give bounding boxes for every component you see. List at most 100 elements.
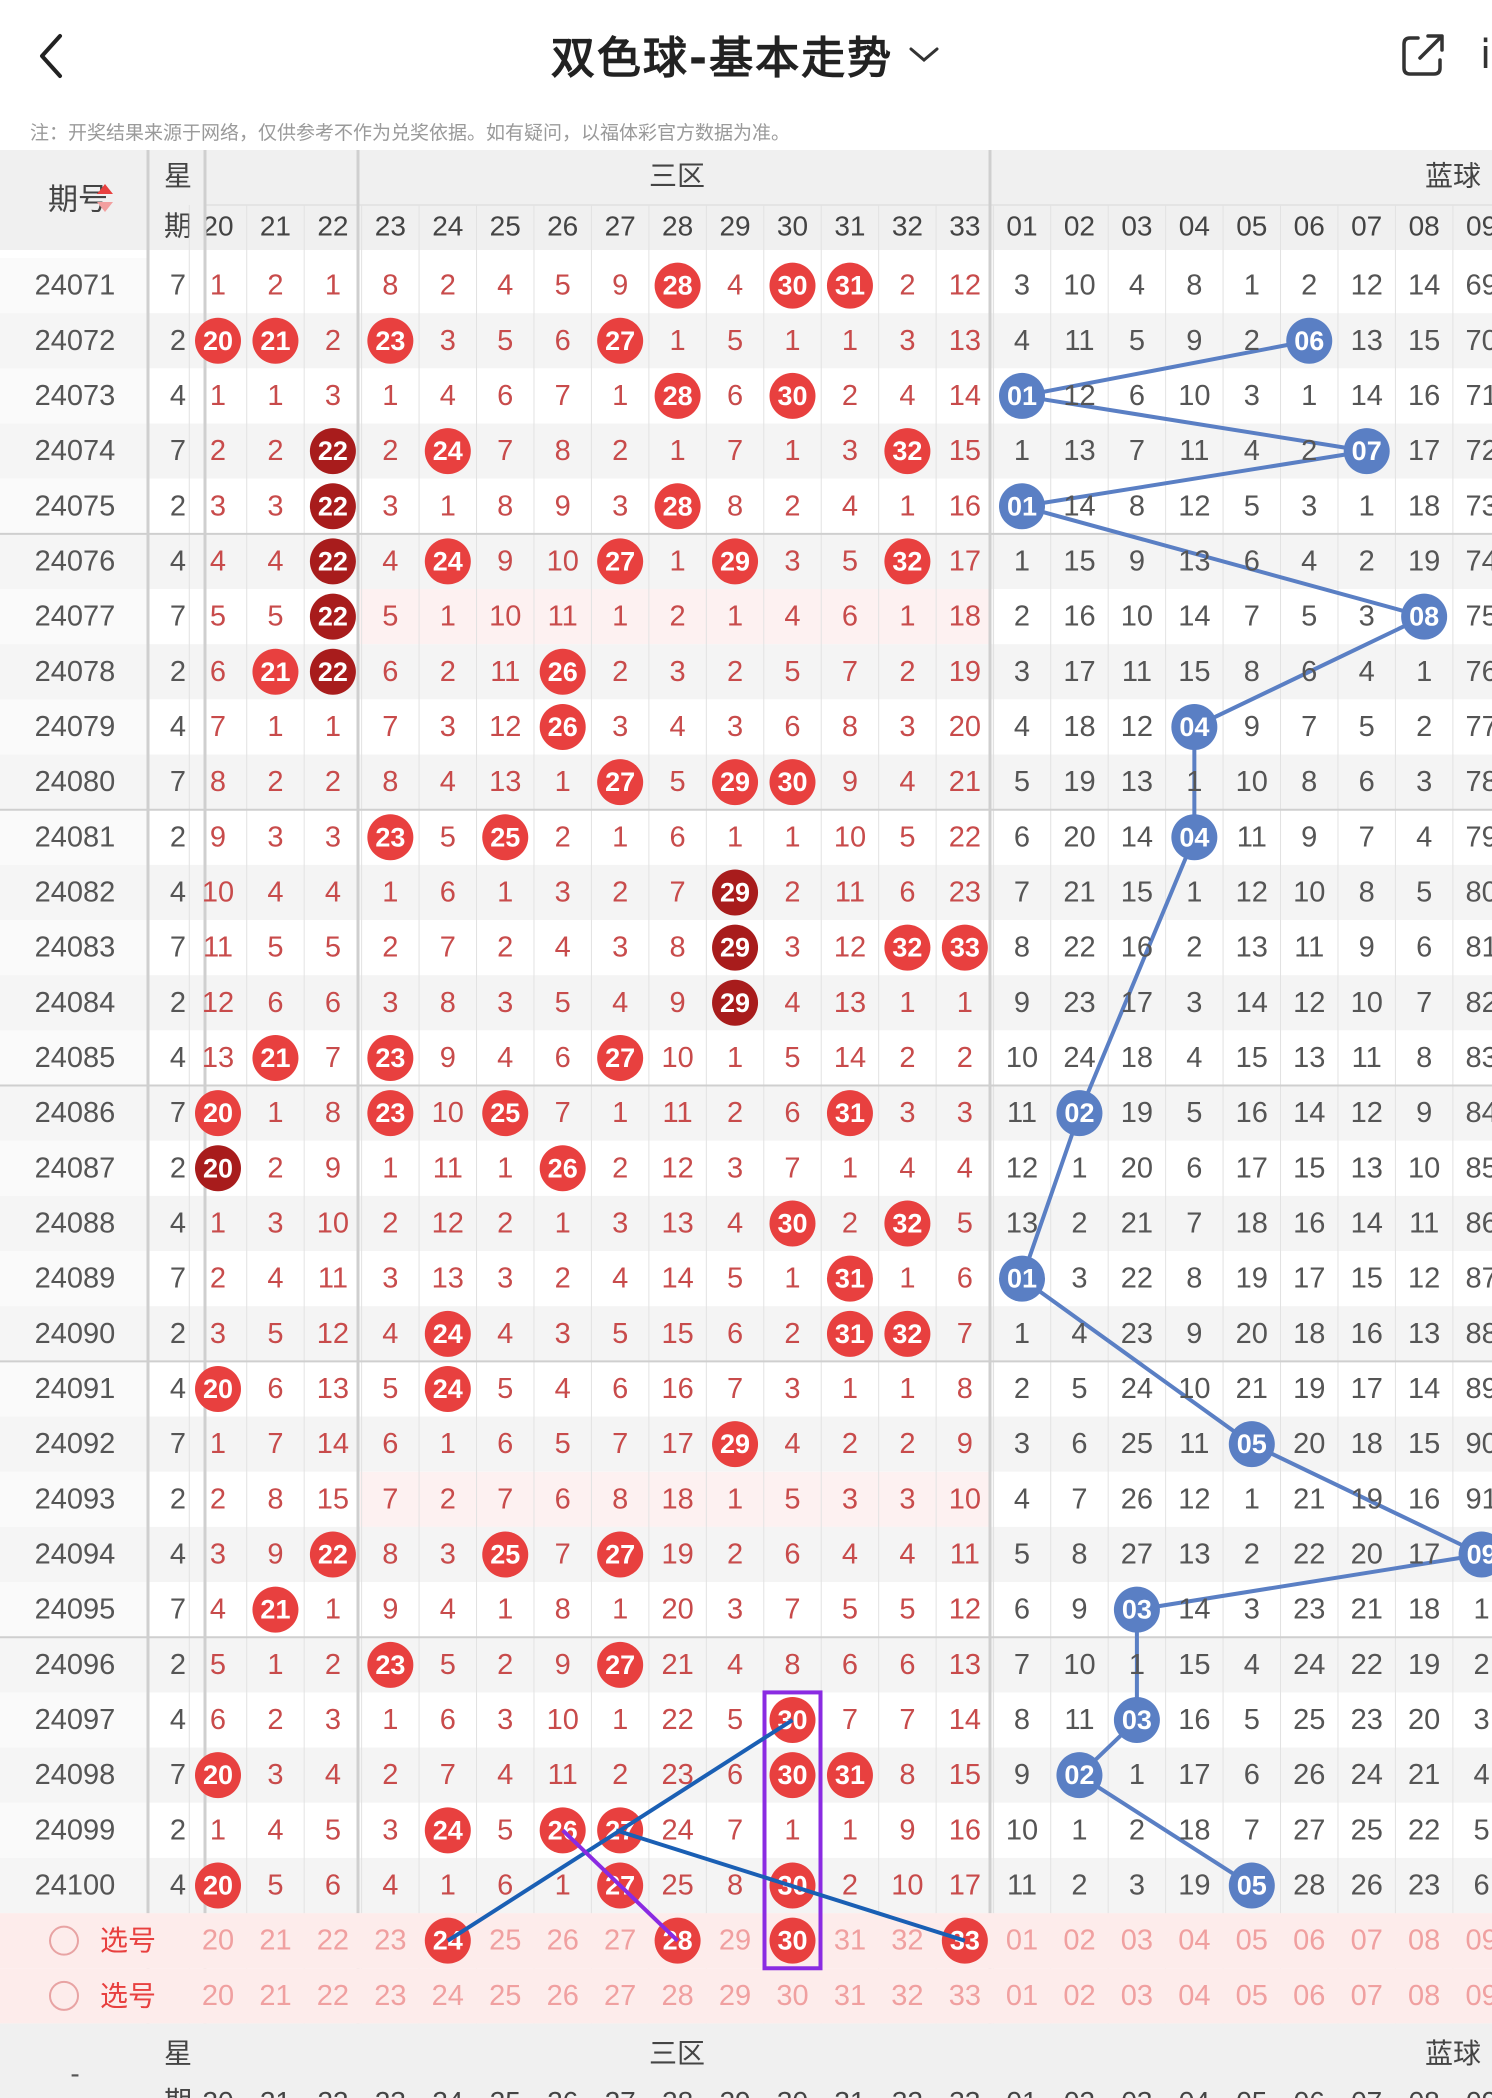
sort-desc-icon[interactable]: [97, 202, 113, 212]
select-red-option[interactable]: 22: [317, 1925, 349, 1957]
select-red-option[interactable]: 32: [891, 1925, 923, 1957]
select-red-option[interactable]: 26: [547, 1925, 579, 1957]
select-blue-option[interactable]: 02: [1063, 1925, 1095, 1957]
select-label[interactable]: 选号: [100, 1925, 156, 1956]
select-red-option[interactable]: 20: [202, 1925, 234, 1957]
period-number[interactable]: 24082: [35, 876, 116, 908]
red-miss-value: 3: [325, 821, 341, 853]
period-number[interactable]: 24080: [35, 766, 116, 798]
blue-miss-value: 24: [1063, 1042, 1095, 1074]
select-blue-option[interactable]: 06: [1293, 1925, 1325, 1957]
select-red-option[interactable]: 29: [719, 1925, 751, 1957]
period-number[interactable]: 24095: [35, 1594, 116, 1626]
period-number[interactable]: 24087: [35, 1152, 116, 1184]
red-miss-value: 3: [612, 490, 628, 522]
red-miss-value: 6: [555, 1042, 571, 1074]
chevron-left-icon[interactable]: [30, 28, 80, 84]
select-blue-option[interactable]: 04: [1178, 1925, 1210, 1957]
select-red-option[interactable]: 33: [949, 1980, 981, 2012]
period-number[interactable]: 24089: [35, 1263, 116, 1295]
period-number[interactable]: 24098: [35, 1759, 116, 1791]
period-number[interactable]: 24078: [35, 656, 116, 688]
period-number[interactable]: 24090: [35, 1318, 116, 1350]
period-number[interactable]: 24094: [35, 1538, 116, 1570]
red-miss-value: 8: [382, 766, 398, 798]
period-number[interactable]: 24071: [35, 270, 116, 302]
red-miss-value: 2: [784, 1318, 800, 1350]
period-number[interactable]: 24075: [35, 490, 116, 522]
select-red-option[interactable]: 28: [661, 1980, 693, 2012]
select-red-option[interactable]: 31: [834, 1980, 866, 2012]
select-red-option[interactable]: 21: [259, 1980, 291, 2012]
select-red-option[interactable]: 30: [776, 1980, 808, 2012]
select-red-option[interactable]: 29: [719, 1980, 751, 2012]
period-number[interactable]: 24088: [35, 1207, 116, 1239]
red-miss-value: 1: [325, 1594, 341, 1626]
select-blue-option[interactable]: 04: [1178, 1980, 1210, 2012]
period-number[interactable]: 24097: [35, 1704, 116, 1736]
title-dropdown[interactable]: 双色球-基本走势: [551, 22, 941, 86]
select-red-option[interactable]: 26: [547, 1980, 579, 2012]
red-ball-number: 21: [260, 1043, 290, 1073]
period-number[interactable]: 24074: [35, 435, 116, 467]
select-red-option[interactable]: 25: [489, 1925, 521, 1957]
period-number[interactable]: 24085: [35, 1042, 116, 1074]
select-blue-option[interactable]: 08: [1408, 1980, 1440, 2012]
period-number[interactable]: 24096: [35, 1649, 116, 1681]
period-number[interactable]: 24099: [35, 1814, 116, 1846]
select-blue-option[interactable]: 05: [1236, 1925, 1268, 1957]
period-number[interactable]: 24100: [35, 1870, 116, 1902]
select-red-option[interactable]: 22: [317, 1980, 349, 2012]
red-miss-value: 8: [899, 1759, 915, 1791]
period-number[interactable]: 24084: [35, 987, 116, 1019]
select-red-option[interactable]: 24: [432, 1980, 464, 2012]
blue-miss-value: 3: [1301, 490, 1317, 522]
select-radio[interactable]: [49, 1980, 79, 2011]
select-red-option[interactable]: 27: [604, 1925, 636, 1957]
select-blue-option[interactable]: 01: [1006, 1925, 1038, 1957]
period-number[interactable]: 24083: [35, 932, 116, 964]
red-miss-value: 1: [612, 1594, 628, 1626]
share-icon[interactable]: [1398, 30, 1448, 80]
period-number[interactable]: 24079: [35, 711, 116, 743]
period-number[interactable]: 24091: [35, 1373, 116, 1405]
selected-red-ball[interactable]: [769, 1917, 816, 1964]
select-blue-option[interactable]: 07: [1351, 1980, 1383, 2012]
select-blue-option[interactable]: 03: [1121, 1925, 1153, 1957]
select-red-option[interactable]: 20: [202, 1980, 234, 2012]
selected-red-number[interactable]: 30: [777, 1926, 807, 1956]
select-red-option[interactable]: 23: [374, 1925, 406, 1957]
select-red-option[interactable]: 23: [374, 1980, 406, 2012]
select-radio[interactable]: [49, 1925, 79, 1956]
select-label[interactable]: 选号: [100, 1980, 156, 2011]
select-blue-option[interactable]: 03: [1121, 1980, 1153, 2012]
period-number[interactable]: 24092: [35, 1428, 116, 1460]
select-red-option[interactable]: 32: [891, 1980, 923, 2012]
select-blue-option[interactable]: 01: [1006, 1980, 1038, 2012]
red-ball: [195, 1752, 241, 1799]
red-miss-value: 14: [661, 1263, 693, 1295]
period-number[interactable]: 24093: [35, 1483, 116, 1515]
sort-asc-icon[interactable]: [97, 184, 113, 194]
select-blue-option[interactable]: 08: [1408, 1925, 1440, 1957]
period-number[interactable]: 24081: [35, 821, 116, 853]
period-number[interactable]: 24086: [35, 1097, 116, 1129]
select-blue-option[interactable]: 05: [1236, 1980, 1268, 2012]
select-red-option[interactable]: 25: [489, 1980, 521, 2012]
select-red-option[interactable]: 31: [834, 1925, 866, 1957]
select-blue-option[interactable]: 02: [1063, 1980, 1095, 2012]
period-number[interactable]: 24073: [35, 380, 116, 412]
period-number[interactable]: 24077: [35, 601, 116, 633]
select-red-option[interactable]: 27: [604, 1980, 636, 2012]
select-blue-option[interactable]: 06: [1293, 1980, 1325, 2012]
select-blue-option[interactable]: 09: [1465, 1980, 1492, 2012]
select-blue-option[interactable]: 09: [1465, 1925, 1492, 1957]
column-header-period[interactable]: 期号: [48, 184, 108, 217]
period-number[interactable]: 24076: [35, 545, 116, 577]
blue-miss-value: 17: [1408, 1538, 1440, 1570]
select-red-option[interactable]: 21: [259, 1925, 291, 1957]
blue-miss-value: 15: [1178, 1649, 1210, 1681]
select-blue-option[interactable]: 07: [1351, 1925, 1383, 1957]
period-number[interactable]: 24072: [35, 325, 116, 357]
truncated-menu-text[interactable]: i: [1480, 32, 1492, 78]
